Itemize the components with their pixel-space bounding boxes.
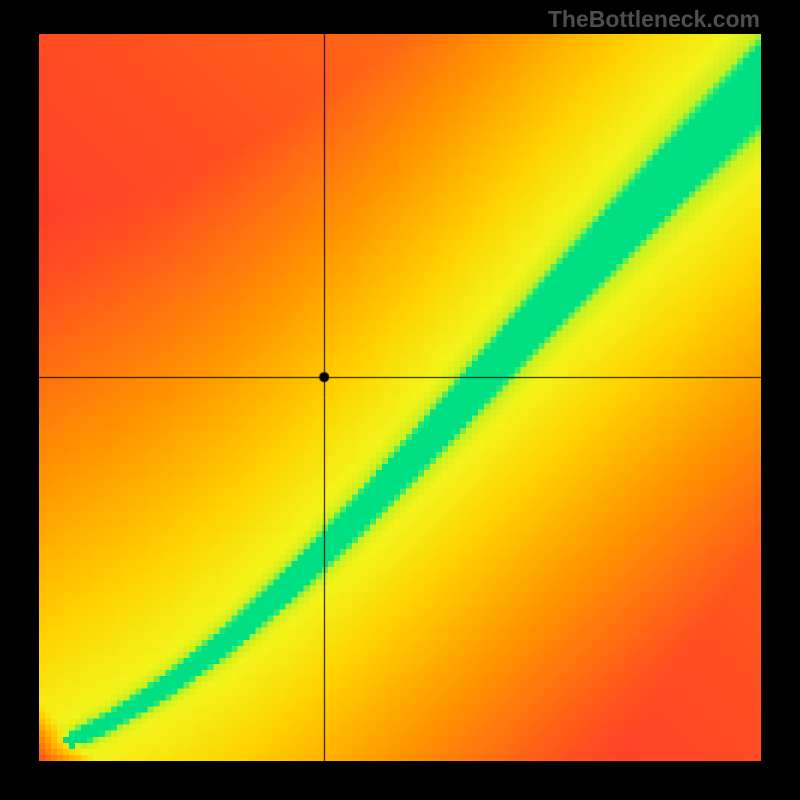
watermark-text: TheBottleneck.com [548,6,760,33]
chart-container: TheBottleneck.com [0,0,800,800]
bottleneck-heatmap [39,34,761,761]
